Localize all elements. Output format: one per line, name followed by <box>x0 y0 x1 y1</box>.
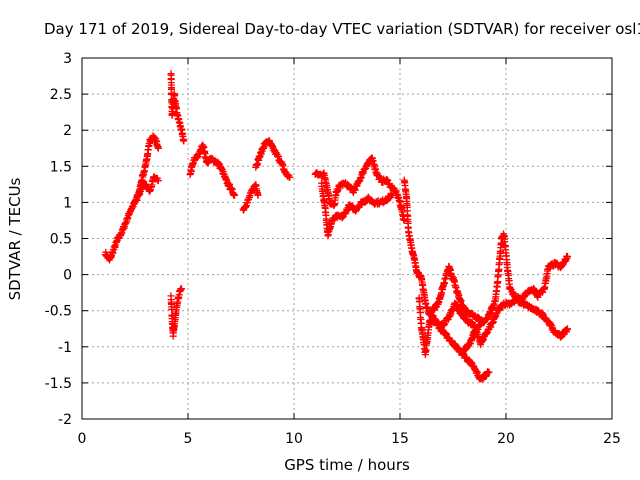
data-point <box>485 368 493 376</box>
y-tick-label: 2 <box>63 123 72 139</box>
y-tick-label: 1 <box>63 195 72 211</box>
data-point <box>564 325 571 333</box>
data-points <box>101 70 571 383</box>
y-tick-label: -0.5 <box>45 304 72 320</box>
x-tick-label: 5 <box>184 431 193 447</box>
data-point <box>154 144 162 152</box>
data-point <box>231 191 239 199</box>
y-tick-label: 0 <box>63 268 72 284</box>
chart-title: Day 171 of 2019, Sidereal Day-to-day VTE… <box>44 20 640 38</box>
y-tick-label: 2.5 <box>50 87 72 103</box>
y-tick-label: -1 <box>58 340 72 356</box>
y-tick-label: 0.5 <box>50 232 72 248</box>
x-tick-label: 0 <box>78 431 87 447</box>
data-point <box>254 191 262 199</box>
y-tick-label: -2 <box>58 412 72 428</box>
data-point <box>388 191 395 199</box>
x-tick-label: 10 <box>285 431 303 447</box>
axis-ticks: 0 5 10 15 20 25 -2 -1.5 -1 -0.5 0 0.5 1 1.5 2 2.5 3 <box>45 51 621 447</box>
data-point <box>180 137 188 145</box>
y-axis-label: SDTVAR / TECUs <box>6 177 24 300</box>
data-point <box>154 177 162 185</box>
x-tick-label: 20 <box>497 431 515 447</box>
x-axis-label: GPS time / hours <box>284 456 410 474</box>
data-point <box>400 216 408 224</box>
data-point <box>178 285 186 293</box>
data-point <box>286 173 294 181</box>
y-tick-label: 1.5 <box>50 159 72 175</box>
y-tick-label: -1.5 <box>45 376 72 392</box>
x-tick-label: 15 <box>391 431 409 447</box>
x-tick-label: 25 <box>603 431 621 447</box>
y-tick-label: 3 <box>63 51 72 67</box>
data-point <box>564 253 571 260</box>
plot-frame <box>81 57 613 420</box>
grid <box>82 58 612 419</box>
